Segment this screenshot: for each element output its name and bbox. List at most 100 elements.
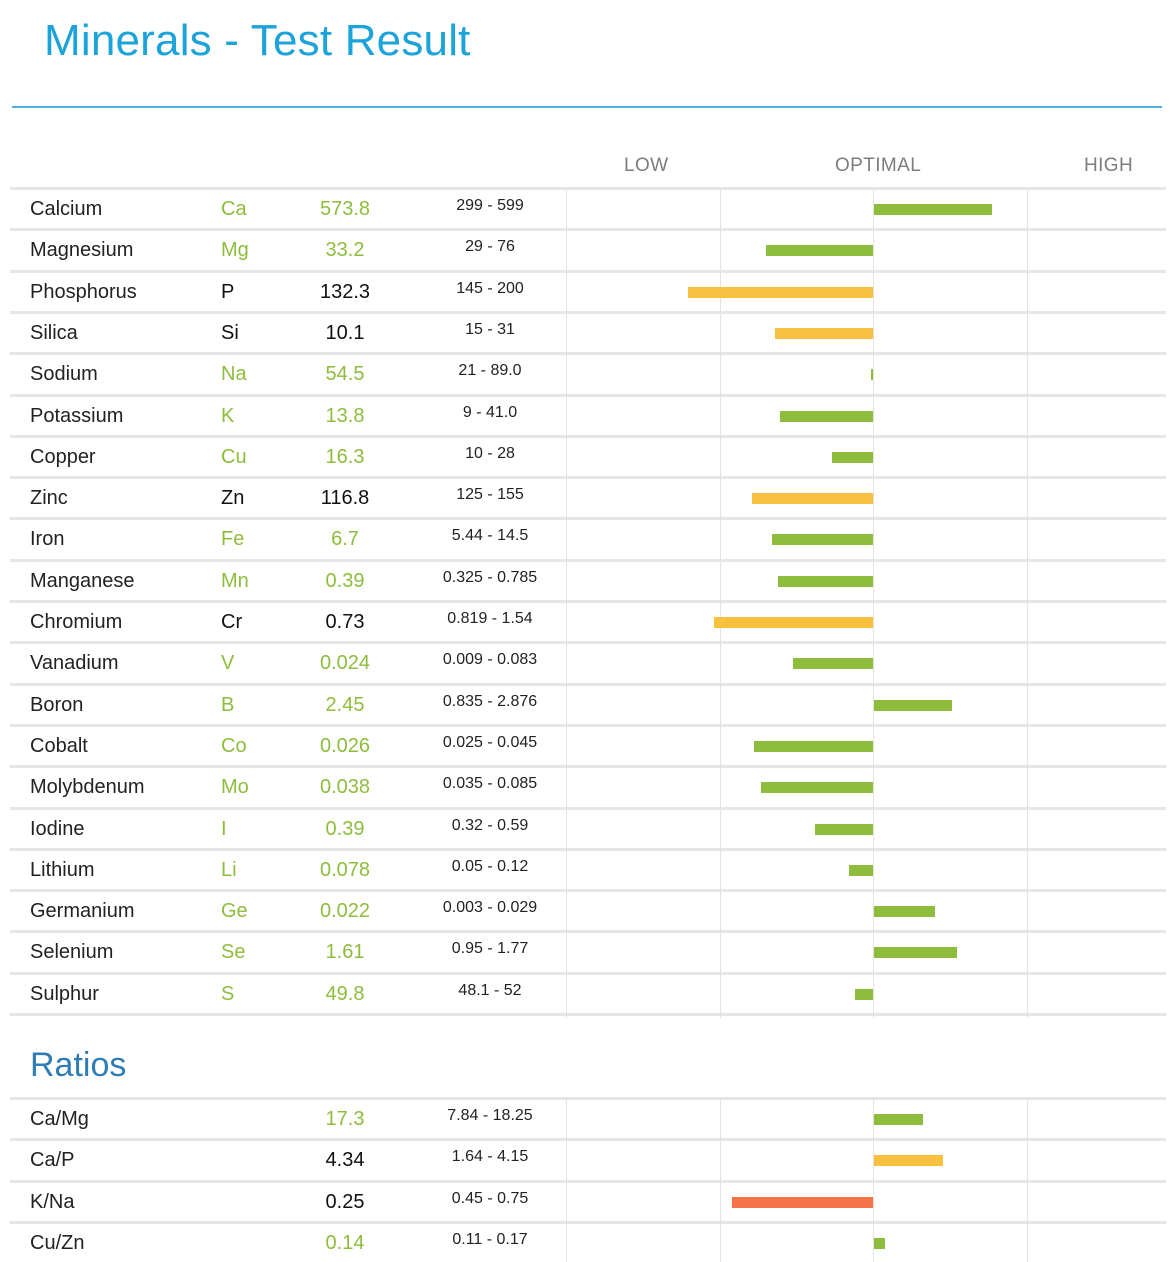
row-range: 7.84 - 18.25 (447, 1107, 533, 1124)
table-row: Boron B 2.45 0.835 - 2.876 (0, 685, 1176, 726)
scale-label-high: HIGH (1084, 155, 1134, 176)
row-divider (10, 723, 1166, 727)
row-value: 0.39 (325, 569, 365, 592)
row-name: Ca/P (30, 1149, 75, 1172)
row-name: Chromium (30, 611, 123, 633)
row-value: 4.34 (325, 1149, 365, 1172)
deviation-bar (874, 906, 936, 918)
row-divider (10, 228, 1166, 232)
row-divider (10, 434, 1166, 438)
row-range: 0.325 - 0.785 (442, 568, 538, 586)
deviation-bar (874, 1155, 943, 1167)
row-value: 54.5 (325, 363, 365, 386)
row-divider (10, 310, 1166, 314)
deviation-bar (874, 1237, 885, 1249)
row-divider (10, 806, 1166, 810)
row-range: 0.819 - 1.54 (447, 610, 533, 627)
table-row: Zinc Zn 116.8 125 - 155 (0, 478, 1176, 519)
row-name: Potassium (30, 404, 124, 427)
row-divider (10, 971, 1166, 975)
row-value: 49.8 (325, 982, 365, 1005)
row-symbol: Fe (221, 528, 245, 551)
row-divider (10, 1138, 1166, 1142)
row-name: Boron (30, 693, 84, 716)
row-value: 0.73 (325, 611, 365, 633)
row-divider (10, 393, 1166, 397)
row-value: 0.39 (325, 817, 365, 840)
row-range: 0.32 - 0.59 (451, 816, 529, 834)
deviation-bar (874, 947, 957, 959)
table-row: Copper Cu 16.3 10 - 28 (0, 437, 1176, 478)
table-row: Ca/P 4.34 1.64 - 4.15 (0, 1140, 1176, 1181)
row-divider (10, 765, 1166, 769)
row-symbol: Si (221, 321, 239, 344)
deviation-bar (831, 451, 873, 463)
row-value: 132.3 (319, 280, 371, 303)
row-range: 0.05 - 0.12 (451, 857, 529, 875)
scale-gridline (720, 190, 721, 1018)
row-value: 6.7 (331, 528, 359, 551)
row-symbol: Zn (221, 487, 245, 510)
row-name: Calcium (30, 198, 103, 220)
row-name: Ca/Mg (30, 1108, 89, 1130)
row-range: 125 - 155 (456, 486, 524, 504)
row-name: Vanadium (30, 652, 119, 675)
row-name: K/Na (30, 1190, 75, 1213)
row-divider (10, 641, 1166, 645)
table-row: Chromium Cr 0.73 0.819 - 1.54 (0, 602, 1176, 643)
row-value: 33.2 (325, 239, 365, 262)
scale-gridline (1027, 190, 1028, 1018)
row-name: Lithium (30, 858, 95, 881)
row-divider (10, 517, 1166, 521)
scale-label-optimal: OPTIMAL (835, 155, 922, 176)
deviation-bar (713, 617, 873, 628)
row-divider (10, 889, 1166, 893)
row-name: Iron (30, 528, 65, 551)
deviation-bar (793, 658, 873, 670)
row-divider (10, 1097, 1166, 1100)
row-value: 573.8 (319, 198, 371, 220)
row-symbol: Cu (221, 445, 247, 468)
deviation-bar (775, 327, 873, 339)
scale-gridline (566, 190, 567, 1018)
table-row: Manganese Mn 0.39 0.325 - 0.785 (0, 561, 1176, 602)
table-row: Calcium Ca 573.8 299 - 599 (0, 189, 1176, 230)
row-divider (10, 1179, 1166, 1183)
deviation-bar (687, 286, 873, 298)
row-symbol: Li (221, 858, 237, 881)
scale-gridline (873, 1100, 874, 1262)
table-row: Molybdenum Mo 0.038 0.035 - 0.085 (0, 767, 1176, 808)
table-row: Lithium Li 0.078 0.05 - 0.12 (0, 850, 1176, 891)
row-symbol: B (221, 693, 235, 716)
row-symbol: S (221, 982, 235, 1005)
row-range: 0.11 - 0.17 (452, 1230, 528, 1248)
row-range: 0.025 - 0.045 (442, 733, 538, 751)
row-name: Selenium (30, 941, 114, 964)
row-range: 29 - 76 (465, 238, 515, 256)
row-range: 5.44 - 14.5 (451, 527, 529, 545)
row-value: 0.022 (319, 900, 371, 923)
row-symbol: V (221, 652, 235, 675)
row-value: 13.8 (325, 404, 365, 427)
row-name: Magnesium (30, 239, 134, 262)
row-value: 0.078 (319, 858, 371, 881)
table-row: Silica Si 10.1 15 - 31 (0, 313, 1176, 354)
deviation-bar (761, 782, 873, 794)
row-symbol: Co (221, 734, 247, 757)
row-range: 299 - 599 (456, 197, 524, 214)
row-name: Manganese (30, 569, 135, 592)
table-row: Cobalt Co 0.026 0.025 - 0.045 (0, 726, 1176, 767)
row-divider (10, 352, 1166, 356)
row-divider (10, 930, 1166, 934)
table-row: Sodium Na 54.5 21 - 89.0 (0, 354, 1176, 395)
deviation-bar (753, 740, 873, 752)
row-value: 2.45 (325, 693, 365, 716)
table-row: Magnesium Mg 33.2 29 - 76 (0, 230, 1176, 271)
row-divider (10, 558, 1166, 562)
page-title: Minerals - Test Result (44, 16, 471, 65)
table-row: Potassium K 13.8 9 - 41.0 (0, 396, 1176, 437)
row-value: 0.038 (319, 776, 371, 799)
row-range: 9 - 41.0 (462, 403, 518, 421)
row-value: 0.25 (325, 1190, 365, 1213)
deviation-bar (871, 369, 873, 381)
